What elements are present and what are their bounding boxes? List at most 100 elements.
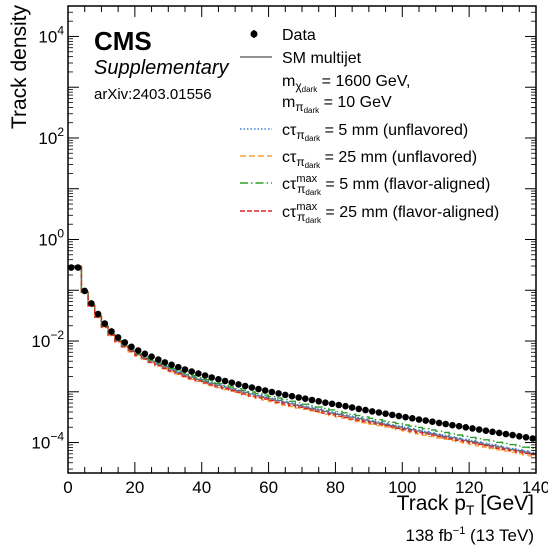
- x-axis-title: Track pT [GeV]: [397, 492, 534, 518]
- data-point: [155, 356, 162, 363]
- data-point: [261, 387, 269, 394]
- series-line-5: [68, 265, 536, 456]
- legend-entry-ctau-max-5mm-flavor-aligned: cτmax πdark = 5 mm (flavor-aligned): [240, 173, 490, 197]
- data-point: [322, 399, 329, 407]
- data-point: [282, 391, 289, 399]
- data-point: [275, 390, 282, 397]
- data-point: [255, 385, 262, 393]
- data-point: [362, 406, 369, 414]
- legend-label-data: Data: [282, 27, 316, 44]
- data-point: [516, 433, 523, 440]
- data-point: [389, 411, 396, 419]
- data-point: [288, 392, 296, 400]
- data-point: [495, 429, 503, 437]
- data-point: [342, 402, 349, 410]
- legend-label-ctau-max-5mm-flavor-aligned: cτmax πdark = 5 mm (flavor-aligned): [282, 173, 490, 197]
- data-point: [302, 395, 309, 403]
- legend: Data SM multijet mχdark = 1600 GeV, mπda…: [240, 27, 499, 225]
- data-point: [335, 401, 343, 409]
- data-points: [68, 264, 536, 442]
- legend-entry-ctau-5mm-unflavored: cτπdark = 5 mm (unflavored): [240, 122, 468, 143]
- x-tick-label: 0: [63, 478, 72, 497]
- series-curves: [68, 265, 536, 457]
- data-point: [108, 328, 115, 335]
- data-point: [195, 370, 202, 377]
- data-point: [175, 363, 182, 371]
- data-point: [148, 353, 155, 361]
- x-tick-label: 40: [192, 478, 211, 497]
- data-point: [81, 287, 88, 295]
- legend-entry-ctau-max-25mm-flavor-aligned: cτmax πdark = 25 mm (flavor-aligned): [240, 201, 499, 225]
- legend-entry-sm-multijet: SM multijet: [240, 50, 362, 67]
- arxiv-reference: arXiv:2403.01556: [94, 86, 212, 103]
- data-point: [462, 424, 470, 431]
- data-point: [248, 384, 256, 391]
- data-point: [168, 361, 175, 369]
- data-point: [161, 359, 169, 366]
- data-point: [134, 347, 142, 354]
- legend-title-line2: mπdark = 10 GeV: [282, 94, 392, 115]
- data-point: [395, 412, 403, 420]
- supplementary-label: Supplementary: [94, 57, 230, 79]
- y-tick-label: 10−4: [31, 430, 64, 453]
- data-point: [522, 434, 530, 441]
- y-tick-label: 102: [38, 125, 64, 148]
- data-point: [355, 405, 363, 413]
- data-point: [429, 418, 436, 426]
- data-point: [295, 394, 303, 401]
- data-point: [502, 430, 510, 438]
- x-tick-label: 80: [326, 478, 345, 497]
- data-point: [482, 427, 490, 435]
- legend-entry-ctau-25mm-unflavored: cτπdark = 25 mm (unflavored): [240, 149, 477, 170]
- x-tick-label: 60: [259, 478, 278, 497]
- series-line-4: [68, 265, 536, 449]
- data-point: [442, 420, 450, 428]
- data-point: [422, 417, 430, 424]
- data-point: [529, 435, 536, 442]
- data-point: [128, 343, 135, 351]
- x-tick-label: 120: [455, 478, 483, 497]
- data-point: [368, 408, 376, 415]
- luminosity-label: 138 fb−1 (13 TeV): [406, 525, 535, 545]
- data-point: [94, 310, 102, 318]
- data-point: [308, 396, 316, 404]
- data-point: [348, 404, 356, 411]
- data-point: [181, 366, 189, 373]
- axis-ticks: [67, 6, 537, 473]
- legend-entry-data: Data: [250, 27, 316, 44]
- experiment-label: CMS: [94, 26, 152, 56]
- x-tick-label: 20: [125, 478, 144, 497]
- y-tick-label: 100: [38, 227, 64, 250]
- data-point: [475, 426, 483, 433]
- y-tick-label: 104: [38, 23, 64, 46]
- data-point: [382, 410, 389, 418]
- data-point: [201, 372, 209, 379]
- legend-label-ctau-25mm-unflavored: cτπdark = 25 mm (unflavored): [282, 149, 477, 170]
- data-point: [235, 381, 242, 388]
- data-point: [74, 264, 82, 271]
- legend-label-ctau-max-25mm-flavor-aligned: cτmax πdark = 25 mm (flavor-aligned): [282, 201, 499, 225]
- data-point: [375, 409, 383, 416]
- data-point: [489, 428, 496, 436]
- data-point: [268, 388, 276, 396]
- y-axis-title: Track density: [8, 5, 31, 130]
- data-point: [328, 400, 336, 408]
- data-point: [221, 377, 229, 385]
- data-point: [241, 382, 249, 390]
- data-point: [409, 415, 416, 422]
- data-point: [114, 334, 122, 341]
- data-point: [141, 350, 149, 358]
- data-point: [88, 300, 95, 307]
- x-tick-label: 140: [522, 478, 548, 497]
- data-point: [435, 419, 443, 427]
- data-point: [415, 416, 423, 423]
- legend-label-ctau-5mm-unflavored: cτπdark = 5 mm (unflavored): [282, 122, 468, 143]
- data-point: [101, 320, 109, 327]
- data-point: [215, 376, 222, 383]
- data-point: [449, 421, 456, 429]
- data-point: [455, 422, 463, 430]
- legend-label-sm-multijet: SM multijet: [282, 50, 362, 67]
- data-point: [188, 368, 195, 375]
